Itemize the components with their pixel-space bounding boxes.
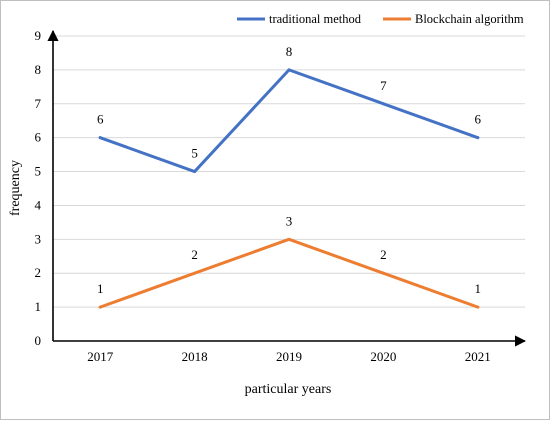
data-label: 1 bbox=[475, 281, 482, 296]
x-axis-title: particular years bbox=[245, 382, 332, 397]
y-tick-label: 6 bbox=[35, 130, 42, 145]
x-tick-label: 2021 bbox=[465, 349, 491, 364]
y-tick-label: 8 bbox=[35, 62, 42, 77]
data-point bbox=[381, 271, 385, 275]
y-tick-label: 7 bbox=[35, 96, 42, 111]
y-tick-label: 3 bbox=[35, 231, 42, 246]
data-point bbox=[476, 136, 480, 140]
data-point bbox=[98, 136, 102, 140]
series-line-1 bbox=[98, 68, 480, 174]
data-labels: 6 5 8 7 6 1 2 3 2 1 bbox=[97, 44, 482, 296]
x-tick-label: 2019 bbox=[276, 349, 302, 364]
data-point bbox=[193, 170, 197, 174]
y-tick-label: 5 bbox=[35, 164, 42, 179]
data-label: 7 bbox=[380, 78, 387, 93]
data-label: 2 bbox=[380, 247, 387, 262]
y-tick-label: 1 bbox=[35, 299, 42, 314]
gridlines bbox=[53, 35, 525, 308]
legend-label: Blockchain algorithm bbox=[415, 12, 524, 26]
x-tick-label: 2020 bbox=[370, 349, 396, 364]
x-tick-label: 2018 bbox=[182, 349, 208, 364]
data-label: 5 bbox=[191, 146, 198, 161]
y-axis-title: frequency bbox=[8, 160, 23, 216]
data-label: 6 bbox=[475, 112, 482, 127]
data-point bbox=[476, 305, 480, 309]
legend-label: traditional method bbox=[269, 12, 362, 26]
data-label: 2 bbox=[191, 247, 198, 262]
x-tick-labels: 2017 2018 2019 2020 2021 bbox=[87, 349, 491, 364]
data-label: 8 bbox=[286, 44, 293, 59]
legend: traditional method Blockchain algorithm bbox=[237, 12, 524, 26]
data-point bbox=[381, 102, 385, 106]
data-point bbox=[287, 237, 291, 241]
data-point bbox=[98, 305, 102, 309]
y-tick-label: 0 bbox=[35, 333, 42, 348]
data-label: 6 bbox=[97, 112, 104, 127]
series-layer bbox=[98, 68, 480, 309]
x-tick-label: 2017 bbox=[87, 349, 114, 364]
axes bbox=[47, 29, 527, 347]
data-label: 1 bbox=[97, 281, 104, 296]
data-point bbox=[193, 271, 197, 275]
y-tick-label: 4 bbox=[35, 197, 42, 212]
data-label: 3 bbox=[286, 213, 293, 228]
y-tick-labels: 0 1 2 3 4 5 6 7 8 9 bbox=[35, 28, 42, 348]
y-tick-label: 2 bbox=[35, 265, 42, 280]
data-point bbox=[287, 68, 291, 72]
y-tick-label: 9 bbox=[35, 28, 42, 43]
